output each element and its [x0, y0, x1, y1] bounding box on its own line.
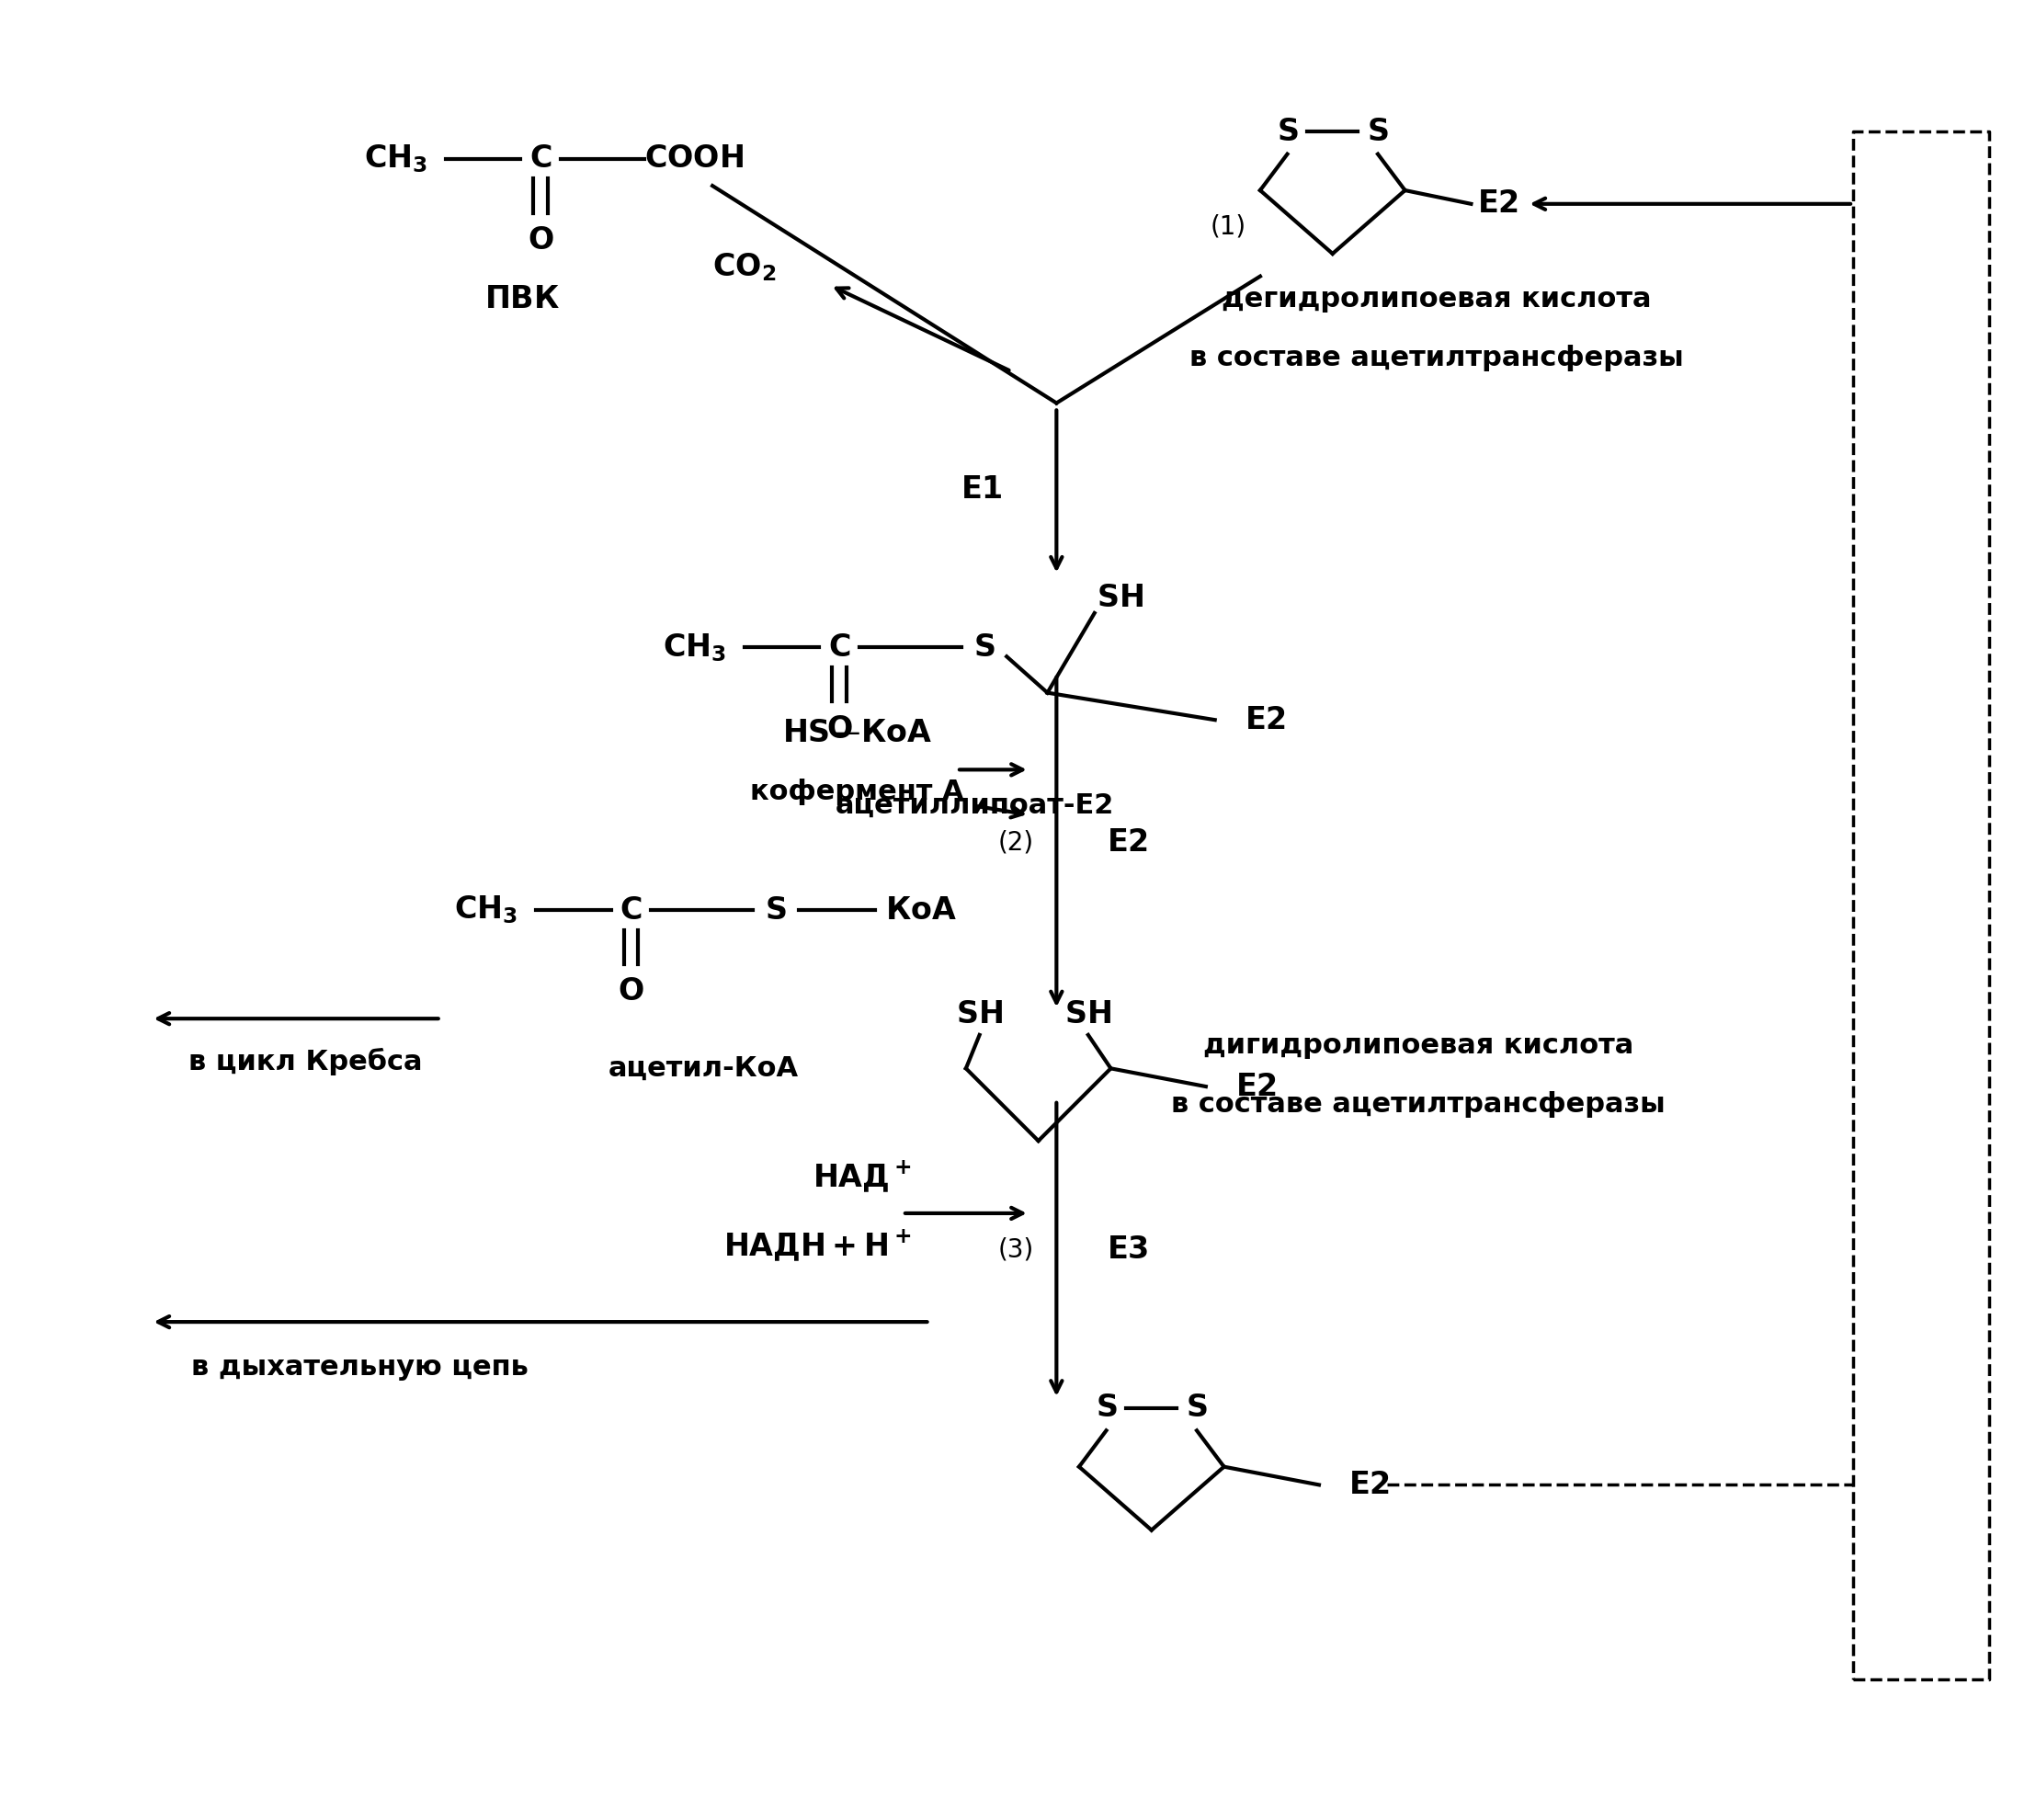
Text: $\bf{C}$: $\bf{C}$: [829, 632, 851, 662]
Text: $\bf{E2}$: $\bf{E2}$: [1244, 704, 1287, 735]
Text: (1): (1): [1211, 213, 1246, 240]
Text: $\bf{C}$: $\bf{C}$: [529, 144, 552, 173]
Text: ацетиллипоат-E2: ацетиллипоат-E2: [835, 792, 1114, 819]
Text: $\bf{O}$: $\bf{O}$: [827, 713, 853, 744]
Text: в составе ацетилтрансферазы: в составе ацетилтрансферазы: [1171, 1092, 1665, 1117]
Text: $\bf{S}$: $\bf{S}$: [766, 895, 786, 925]
Text: кофермент А: кофермент А: [751, 779, 965, 806]
Text: $\bf{E2}$: $\bf{E2}$: [1236, 1072, 1277, 1101]
Text: $\bf{HS — КоА}$: $\bf{HS — КоА}$: [782, 719, 932, 748]
Text: $\bf{CO_2}$: $\bf{CO_2}$: [713, 251, 776, 284]
Text: в дыхательную цепь: в дыхательную цепь: [191, 1354, 527, 1381]
Text: $\bf{E1}$: $\bf{E1}$: [961, 473, 1002, 504]
Text: в составе ацетилтрансферазы: в составе ацетилтрансферазы: [1189, 344, 1684, 371]
Text: $\bf{O}$: $\bf{O}$: [527, 226, 554, 255]
Text: $\bf{S}$: $\bf{S}$: [1185, 1392, 1207, 1423]
Text: ацетил-КоА: ацетил-КоА: [609, 1056, 798, 1081]
Text: $\bf{COOH}$: $\bf{COOH}$: [645, 144, 743, 173]
Text: $\bf{CH_3}$: $\bf{CH_3}$: [364, 142, 428, 175]
Text: в цикл Кребса: в цикл Кребса: [187, 1048, 421, 1076]
Text: $\bf{C}$: $\bf{C}$: [619, 895, 641, 925]
Text: $\bf{НАДН + Н^+}$: $\bf{НАДН + Н^+}$: [725, 1228, 912, 1265]
Text: $\bf{SH}$: $\bf{SH}$: [957, 999, 1004, 1030]
Text: $\bf{CH_3}$: $\bf{CH_3}$: [454, 894, 517, 926]
Text: $\bf{НАД^+}$: $\bf{НАД^+}$: [812, 1159, 912, 1194]
Text: $\bf{E2}$: $\bf{E2}$: [1350, 1471, 1391, 1500]
Text: $\bf{O}$: $\bf{O}$: [617, 976, 643, 1006]
Text: $\bf{S}$: $\bf{S}$: [973, 632, 996, 662]
Text: $\bf{E2}$: $\bf{E2}$: [1106, 826, 1148, 857]
Text: $\bf{S}$: $\bf{S}$: [1277, 116, 1299, 147]
Text: (2): (2): [998, 830, 1034, 855]
Text: $\bf{SH}$: $\bf{SH}$: [1097, 582, 1144, 613]
Text: $\bf{SH}$: $\bf{SH}$: [1065, 999, 1112, 1030]
Text: $\bf{ПВК}$: $\bf{ПВК}$: [485, 284, 560, 315]
Text: $\bf{S}$: $\bf{S}$: [1366, 116, 1389, 147]
Text: дигидролипоевая кислота: дигидролипоевая кислота: [1203, 1032, 1633, 1059]
Text: $\bf{S}$: $\bf{S}$: [1095, 1392, 1118, 1423]
Text: $\bf{E3}$: $\bf{E3}$: [1106, 1234, 1148, 1265]
Text: $\bf{CH_3}$: $\bf{CH_3}$: [662, 632, 727, 664]
Text: $\bf{КоА}$: $\bf{КоА}$: [886, 895, 957, 925]
Text: (3): (3): [998, 1236, 1034, 1263]
Text: $\bf{E2}$: $\bf{E2}$: [1478, 189, 1519, 218]
Text: дегидролипоевая кислота: дегидролипоевая кислота: [1222, 286, 1651, 313]
